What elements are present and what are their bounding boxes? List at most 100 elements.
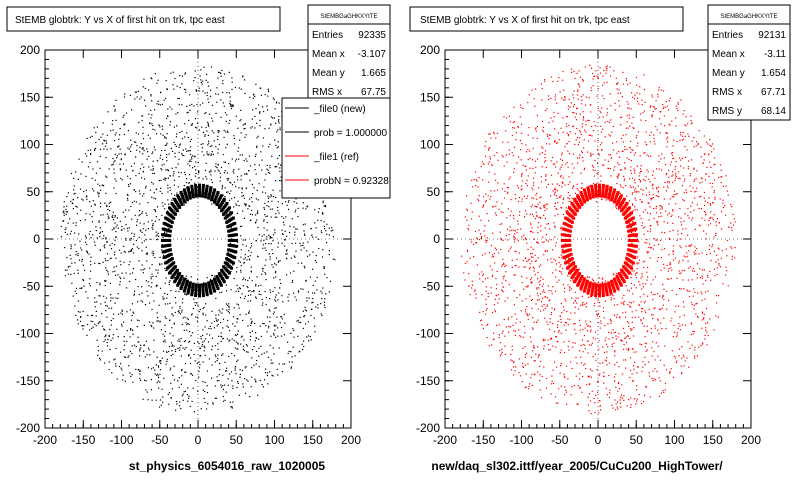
data-point (628, 348, 630, 350)
data-point (105, 237, 107, 239)
data-point (630, 169, 632, 171)
data-point (111, 164, 113, 166)
data-point (235, 203, 237, 205)
data-point (638, 262, 640, 264)
data-point (632, 203, 634, 205)
data-point (165, 317, 167, 320)
data-point (222, 318, 224, 320)
data-point (131, 345, 133, 347)
data-point (188, 182, 190, 184)
data-point (563, 373, 565, 375)
data-point (95, 315, 97, 317)
data-point (101, 325, 104, 327)
data-point (201, 190, 205, 194)
data-point (66, 233, 68, 235)
data-point (505, 271, 507, 273)
data-point (279, 180, 281, 182)
data-point (481, 161, 483, 163)
data-point (201, 292, 205, 295)
data-point (590, 344, 593, 346)
data-point (251, 291, 253, 293)
data-point (179, 287, 183, 290)
data-point (726, 239, 729, 242)
data-point (160, 179, 162, 181)
y-tick-label: 200 (20, 43, 40, 57)
data-point (684, 145, 686, 148)
data-point (567, 191, 569, 194)
data-point (66, 196, 68, 198)
data-point (86, 250, 88, 252)
data-point (276, 216, 278, 218)
data-point (511, 152, 513, 154)
data-point (602, 362, 604, 364)
data-point (311, 308, 313, 310)
data-point (299, 242, 301, 244)
data-point (627, 304, 629, 306)
data-point (220, 116, 222, 118)
data-point (664, 181, 666, 184)
data-point (561, 159, 564, 162)
data-point (544, 150, 547, 152)
data-point (159, 360, 161, 362)
data-point (596, 368, 598, 371)
data-point (279, 127, 281, 129)
data-point (250, 219, 252, 221)
data-point (133, 189, 136, 191)
data-point (146, 290, 148, 292)
data-point (566, 143, 568, 145)
data-point (513, 229, 515, 231)
data-point (105, 142, 108, 144)
data-point (211, 130, 213, 132)
data-point (166, 88, 168, 91)
data-point (552, 120, 554, 122)
data-point (181, 311, 183, 313)
data-point (628, 117, 630, 119)
data-point (216, 376, 218, 378)
data-point (166, 232, 168, 234)
x-tick-label: -150 (71, 433, 95, 447)
data-point (487, 277, 489, 279)
data-point (119, 128, 121, 130)
data-point (141, 148, 143, 150)
data-point (190, 192, 192, 194)
data-point (616, 182, 618, 185)
data-point (664, 382, 667, 385)
data-point (77, 300, 79, 302)
data-point (191, 123, 193, 125)
data-point (129, 183, 132, 185)
data-point (74, 232, 76, 234)
data-point (573, 112, 575, 114)
data-point (184, 340, 187, 342)
data-point (118, 365, 121, 368)
data-point (706, 253, 708, 255)
data-point (655, 342, 657, 344)
data-point (314, 292, 316, 294)
data-point (245, 134, 247, 136)
data-point (685, 191, 688, 193)
data-point (104, 339, 106, 341)
data-point (575, 302, 578, 304)
data-point (631, 149, 633, 151)
data-point (92, 210, 94, 213)
data-point (295, 299, 297, 301)
data-point (256, 189, 258, 191)
data-point (583, 139, 585, 141)
data-point (610, 320, 612, 322)
data-point (681, 372, 683, 374)
data-point (514, 274, 516, 276)
data-point (219, 71, 221, 74)
data-point (317, 307, 319, 309)
data-point (179, 305, 181, 307)
data-point (303, 233, 306, 235)
data-point (551, 249, 554, 251)
data-point (623, 395, 625, 397)
data-point (646, 349, 648, 351)
stats-value: 67.75 (361, 87, 386, 98)
data-point (314, 222, 316, 224)
data-point (650, 228, 652, 230)
data-point (190, 335, 192, 337)
data-point (199, 355, 201, 357)
data-point (640, 170, 642, 172)
data-point (177, 273, 181, 277)
data-point (194, 190, 198, 194)
